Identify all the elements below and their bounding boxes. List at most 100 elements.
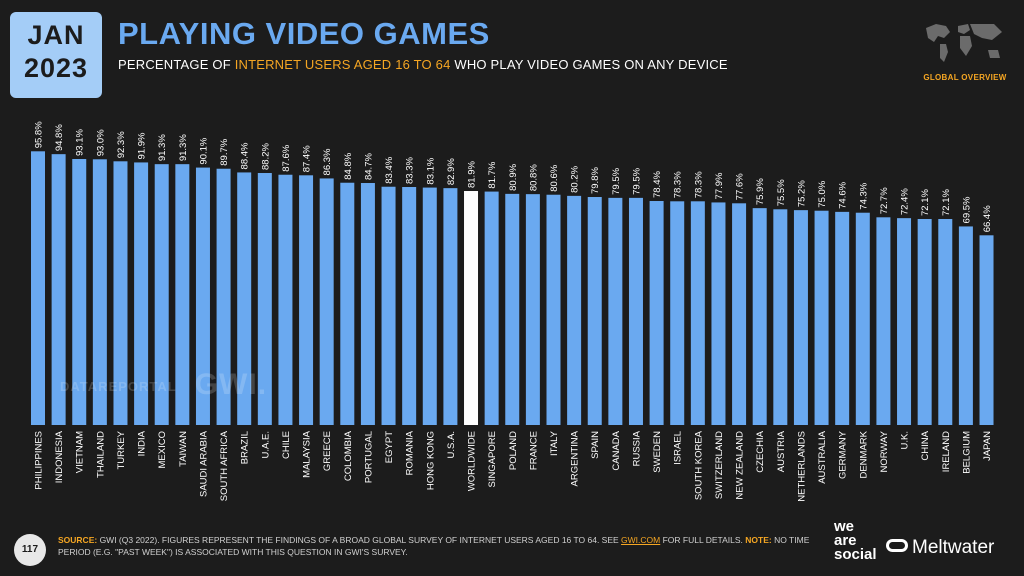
- category-label: SINGAPORE: [487, 431, 498, 488]
- value-label: 81.7%: [487, 161, 498, 188]
- bar-turkey: [113, 161, 128, 426]
- value-label: 92.3%: [116, 131, 127, 158]
- category-label: GERMANY: [838, 430, 849, 479]
- category-label: SOUTH AFRICA: [219, 430, 230, 501]
- note-text: NO TIME PERIOD (E.G. "PAST WEEK") IS ASS…: [58, 535, 810, 557]
- value-label: 82.9%: [446, 158, 457, 185]
- category-label: BELGIUM: [961, 431, 972, 474]
- bar-egypt: [381, 186, 396, 425]
- source-link[interactable]: GWI.COM: [621, 535, 661, 545]
- category-label: PHILIPPINES: [34, 431, 45, 490]
- bar-singapore: [484, 191, 499, 425]
- category-label: ISRAEL: [673, 431, 684, 465]
- bar-worldwide: [464, 191, 479, 425]
- category-label: NEW ZEALAND: [735, 431, 746, 500]
- category-label: MALAYSIA: [302, 430, 313, 477]
- bar-taiwan: [175, 164, 190, 425]
- bar-spain: [587, 197, 602, 425]
- bar-hong-kong: [422, 187, 437, 425]
- category-label: THAILAND: [95, 431, 106, 478]
- value-label: 75.9%: [755, 178, 766, 205]
- bar-canada: [608, 197, 623, 425]
- date-year: 2023: [23, 53, 89, 83]
- subtitle-post: WHO PLAY VIDEO GAMES ON ANY DEVICE: [450, 57, 728, 72]
- value-label: 79.5%: [611, 167, 622, 194]
- subtitle-pre: PERCENTAGE OF: [118, 57, 235, 72]
- watermark-gwi: GWI.: [194, 368, 268, 401]
- category-label: FRANCE: [528, 431, 539, 470]
- value-label: 89.7%: [219, 138, 230, 165]
- category-label: WORLDWIDE: [467, 431, 478, 491]
- category-label: ITALY: [549, 430, 560, 456]
- source-label: SOURCE:: [58, 535, 98, 545]
- bar-russia: [628, 197, 643, 425]
- bar-colombia: [340, 182, 355, 425]
- value-label: 93.0%: [95, 129, 106, 156]
- category-label: CZECHIA: [755, 430, 766, 472]
- bar-india: [134, 162, 149, 425]
- value-label: 95.8%: [34, 121, 45, 148]
- bar-denmark: [855, 212, 870, 425]
- value-label: 77.9%: [714, 172, 725, 199]
- bar-thailand: [92, 159, 107, 426]
- world-map-icon: [926, 24, 1002, 62]
- date-month: JAN: [27, 20, 85, 50]
- subtitle-highlight: INTERNET USERS AGED 16 TO 64: [234, 57, 451, 72]
- category-label: INDIA: [137, 430, 148, 456]
- bar-israel: [670, 201, 685, 425]
- bar-u-a-e: [257, 173, 272, 425]
- value-label: 86.3%: [322, 148, 333, 175]
- category-label: RUSSIA: [631, 430, 642, 466]
- category-label: HONG KONG: [425, 431, 436, 490]
- bar-belgium: [958, 226, 973, 425]
- bar-indonesia: [51, 154, 66, 425]
- logo-line-3: social: [834, 546, 877, 563]
- logo-line-2: are: [834, 532, 857, 549]
- category-label: DENMARK: [858, 430, 869, 478]
- category-label: ARGENTINA: [570, 430, 581, 486]
- category-label: EGYPT: [384, 431, 395, 463]
- value-label: 78.3%: [673, 171, 684, 198]
- value-label: 79.8%: [590, 167, 601, 194]
- category-label: ROMANIA: [405, 430, 416, 475]
- value-label: 84.8%: [343, 152, 354, 179]
- value-label: 79.5%: [631, 167, 642, 194]
- watermark: DATAREPORTAL GWI.: [60, 368, 267, 402]
- category-label: AUSTRALIA: [817, 430, 828, 483]
- bar-u-k: [897, 218, 912, 425]
- value-label: 83.3%: [405, 157, 416, 184]
- value-label: 88.4%: [240, 142, 251, 169]
- category-label: SPAIN: [590, 431, 601, 459]
- bar-portugal: [360, 183, 375, 425]
- value-label: 80.9%: [508, 163, 519, 190]
- value-label: 75.5%: [776, 179, 787, 206]
- category-label: COLOMBIA: [343, 430, 354, 481]
- category-label: MEXICO: [157, 431, 168, 468]
- note-label: NOTE:: [745, 535, 772, 545]
- value-label: 83.4%: [384, 156, 395, 183]
- value-label: 80.6%: [549, 164, 560, 191]
- category-label: NORWAY: [879, 430, 890, 472]
- bar-ireland: [938, 219, 953, 425]
- page-number: 117: [14, 534, 46, 566]
- value-label: 91.3%: [157, 134, 168, 161]
- bar-brazil: [237, 172, 252, 425]
- category-label: VIETNAM: [75, 431, 86, 473]
- bar-austria: [773, 209, 788, 425]
- category-label: SWEDEN: [652, 431, 663, 473]
- value-label: 72.1%: [920, 189, 931, 216]
- category-label: INDONESIA: [54, 430, 65, 483]
- meltwater-icon: [886, 539, 908, 553]
- value-label: 83.1%: [425, 157, 436, 184]
- category-label: SOUTH KOREA: [693, 430, 704, 500]
- value-label: 75.2%: [796, 180, 807, 207]
- date-badge: JAN 2023: [10, 12, 102, 98]
- value-label: 81.9%: [467, 161, 478, 188]
- category-label: POLAND: [508, 431, 519, 470]
- value-label: 87.6%: [281, 144, 292, 171]
- category-label: CHINA: [920, 430, 931, 460]
- bar-sweden: [649, 201, 664, 425]
- category-label: SAUDI ARABIA: [198, 430, 209, 497]
- value-label: 74.6%: [838, 181, 849, 208]
